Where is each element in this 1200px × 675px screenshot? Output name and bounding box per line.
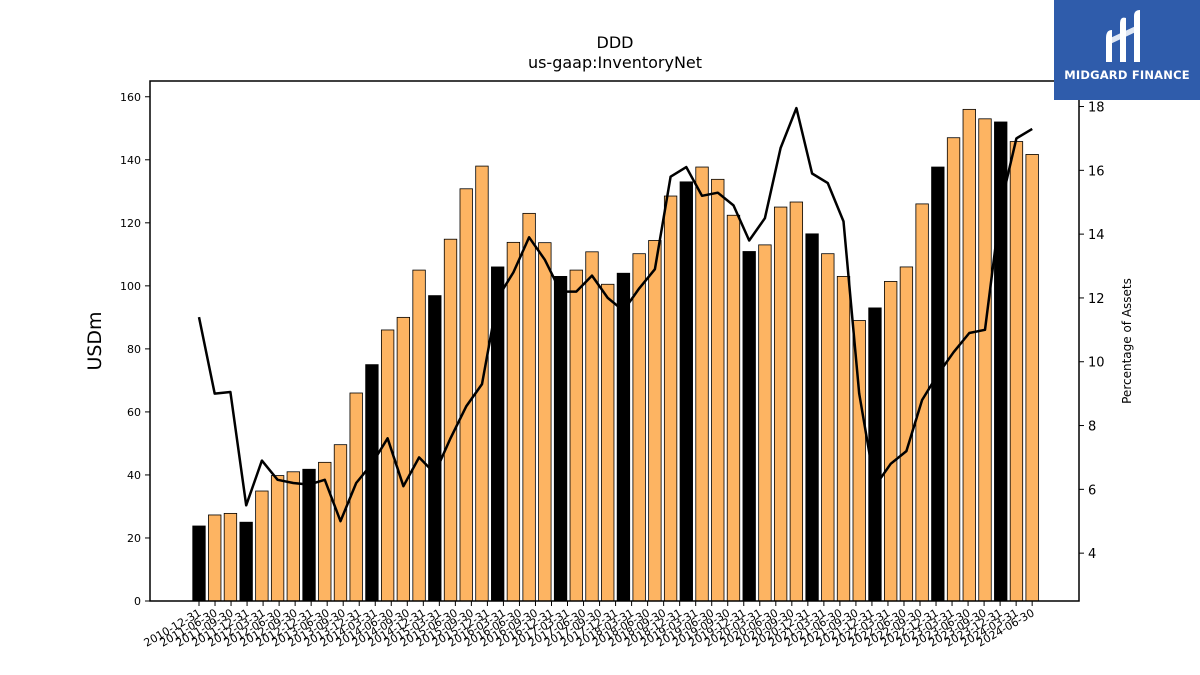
bar <box>569 269 583 602</box>
logo-text: MIDGARD FINANCE <box>1064 68 1190 82</box>
bar-highlight <box>616 272 631 602</box>
y2-tick-label: 16 <box>1088 164 1105 179</box>
bar <box>286 471 300 602</box>
bar-highlight <box>302 468 316 602</box>
bar <box>695 166 709 602</box>
bar <box>522 212 536 602</box>
y-tick-label: 40 <box>127 469 141 482</box>
bar <box>978 118 992 602</box>
y2-tick-label: 12 <box>1088 292 1105 307</box>
bar-highlight <box>994 121 1008 602</box>
bar <box>380 329 395 602</box>
bar <box>663 195 678 602</box>
percentage-line <box>197 106 1033 523</box>
line-group <box>197 106 1033 523</box>
chart-title: DDD <box>597 33 634 52</box>
bar <box>946 137 961 602</box>
bar <box>349 392 363 602</box>
y-axis-right: 4 6 8 10 12 14 16 18 <box>1079 101 1105 562</box>
bar-highlight <box>805 233 819 602</box>
bar <box>270 475 285 602</box>
bar <box>711 178 725 602</box>
y-axis-left: 0 20 40 60 80 100 120 140 160 <box>120 91 150 608</box>
bar <box>726 214 741 602</box>
bar-highlight <box>365 364 379 602</box>
y2-tick-label: 6 <box>1088 483 1096 498</box>
chart-subtitle: us-gaap:InventoryNet <box>528 53 702 72</box>
y-tick-label: 120 <box>120 217 141 230</box>
bar <box>396 316 411 602</box>
y2-axis-label: Percentage of Assets <box>1120 278 1134 404</box>
bar <box>412 269 426 602</box>
y2-tick-label: 14 <box>1088 228 1105 243</box>
bar-highlight <box>742 251 756 602</box>
bar <box>758 244 772 602</box>
logo-mark-icon <box>1106 10 1140 63</box>
y-tick-label: 100 <box>120 280 141 293</box>
bar <box>459 188 473 602</box>
bar <box>223 512 238 602</box>
y2-tick-label: 18 <box>1088 101 1105 116</box>
bar <box>789 201 804 602</box>
y-tick-label: 160 <box>120 91 141 104</box>
bar <box>538 242 552 602</box>
bar <box>333 444 348 602</box>
bar <box>962 108 976 602</box>
y2-tick-label: 10 <box>1088 356 1105 371</box>
plot-frame <box>149 80 1080 602</box>
bar-highlight <box>553 275 568 602</box>
y-tick-label: 60 <box>127 406 141 419</box>
bar <box>773 206 788 602</box>
bar-highlight <box>239 521 253 602</box>
bar-highlight <box>931 166 945 602</box>
bar <box>821 253 835 602</box>
y2-tick-label: 4 <box>1088 547 1096 562</box>
y-axis-label: USDm <box>84 311 106 370</box>
bar-highlight <box>679 181 693 602</box>
bar <box>836 275 851 602</box>
bar <box>884 281 898 602</box>
y-tick-label: 20 <box>127 532 141 545</box>
y2-tick-label: 8 <box>1088 420 1096 435</box>
bar <box>506 241 521 602</box>
bar <box>255 490 269 602</box>
bar <box>443 238 458 602</box>
bar <box>601 283 615 602</box>
y-tick-label: 80 <box>127 343 141 356</box>
bar <box>648 240 662 602</box>
bar <box>1025 154 1039 602</box>
bar <box>208 514 222 602</box>
bar <box>852 320 866 602</box>
y-tick-label: 0 <box>134 595 141 608</box>
bar <box>1009 141 1024 602</box>
bar <box>585 251 599 602</box>
bar-highlight <box>428 295 442 602</box>
bar-highlight <box>192 525 206 602</box>
bar <box>632 253 646 602</box>
y-tick-label: 140 <box>120 154 141 167</box>
logo: MIDGARD FINANCE <box>1054 0 1200 100</box>
x-axis: 2010-12-312011-06-302011-09-302011-12-31… <box>142 601 1037 650</box>
bar-group <box>192 108 1039 602</box>
